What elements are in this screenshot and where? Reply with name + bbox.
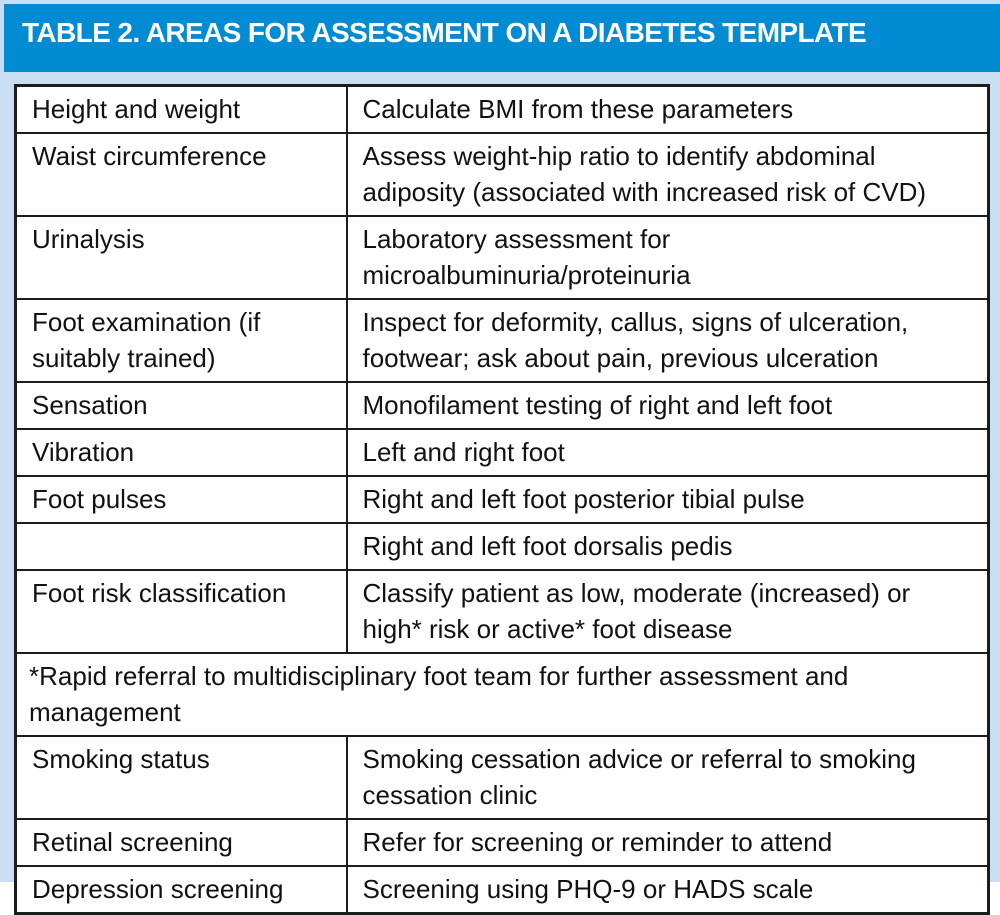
table-row: Vibration Left and right foot	[14, 428, 990, 477]
area-cell: Foot examination (if suitably trained)	[14, 298, 348, 383]
table-row: Height and weight Calculate BMI from thes…	[14, 84, 990, 134]
table-title: TABLE 2. AREAS FOR ASSESSMENT ON A DIABE…	[22, 17, 867, 48]
area-cell: Height and weight	[14, 84, 348, 134]
detail-cell: Screening using PHQ-9 or HADS scale	[345, 865, 990, 915]
table-row: Sensation Monofilament testing of right a…	[14, 381, 990, 430]
table-row: Retinal screening Refer for screening or …	[14, 818, 990, 867]
area-cell: Waist circumference	[14, 132, 348, 217]
detail-cell: Inspect for deformity, callus, signs of …	[345, 298, 990, 383]
area-cell: Vibration	[14, 428, 348, 477]
table-row: *Rapid referral to multidisciplinary foo…	[14, 652, 990, 737]
detail-cell: Monofilament testing of right and left f…	[345, 381, 990, 430]
detail-cell: Calculate BMI from these parameters	[345, 84, 990, 134]
detail-cell: Refer for screening or reminder to atten…	[345, 818, 990, 867]
detail-cell: Assess weight-hip ratio to identify abdo…	[345, 132, 990, 217]
area-cell: Depression screening	[14, 865, 348, 915]
area-cell: Foot pulses	[14, 475, 348, 524]
table-row: Right and left foot dorsalis pedis	[14, 522, 990, 571]
area-cell: Smoking status	[14, 735, 348, 820]
table-row: Foot examination (if suitably trained) In…	[14, 298, 990, 383]
assessment-table-body: Height and weight Calculate BMI from thes…	[14, 84, 990, 915]
detail-cell: Classify patient as low, moderate (incre…	[345, 569, 990, 654]
area-cell: Urinalysis	[14, 215, 348, 300]
table-row: Smoking status Smoking cessation advice o…	[14, 735, 990, 820]
area-cell	[14, 522, 348, 571]
detail-cell: Smoking cessation advice or referral to …	[345, 735, 990, 820]
detail-cell: Right and left foot posterior tibial pul…	[345, 475, 990, 524]
area-cell: Sensation	[14, 381, 348, 430]
table-row: Foot pulses Right and left foot posterior…	[14, 475, 990, 524]
table-row: Foot risk classification Classify patient…	[14, 569, 990, 654]
table-row: Urinalysis Laboratory assessment for micr…	[14, 215, 990, 300]
table-title-bar: TABLE 2. AREAS FOR ASSESSMENT ON A DIABE…	[4, 4, 1000, 72]
assessment-table: Height and weight Calculate BMI from thes…	[14, 84, 990, 915]
area-cell: Retinal screening	[14, 818, 348, 867]
footnote-cell: *Rapid referral to multidisciplinary foo…	[14, 652, 990, 737]
detail-cell: Left and right foot	[345, 428, 990, 477]
table-row: Depression screening Screening using PHQ-…	[14, 865, 990, 915]
detail-cell: Right and left foot dorsalis pedis	[345, 522, 990, 571]
detail-cell: Laboratory assessment for microalbuminur…	[345, 215, 990, 300]
table-row: Waist circumference Assess weight-hip rat…	[14, 132, 990, 217]
area-cell: Foot risk classification	[14, 569, 348, 654]
